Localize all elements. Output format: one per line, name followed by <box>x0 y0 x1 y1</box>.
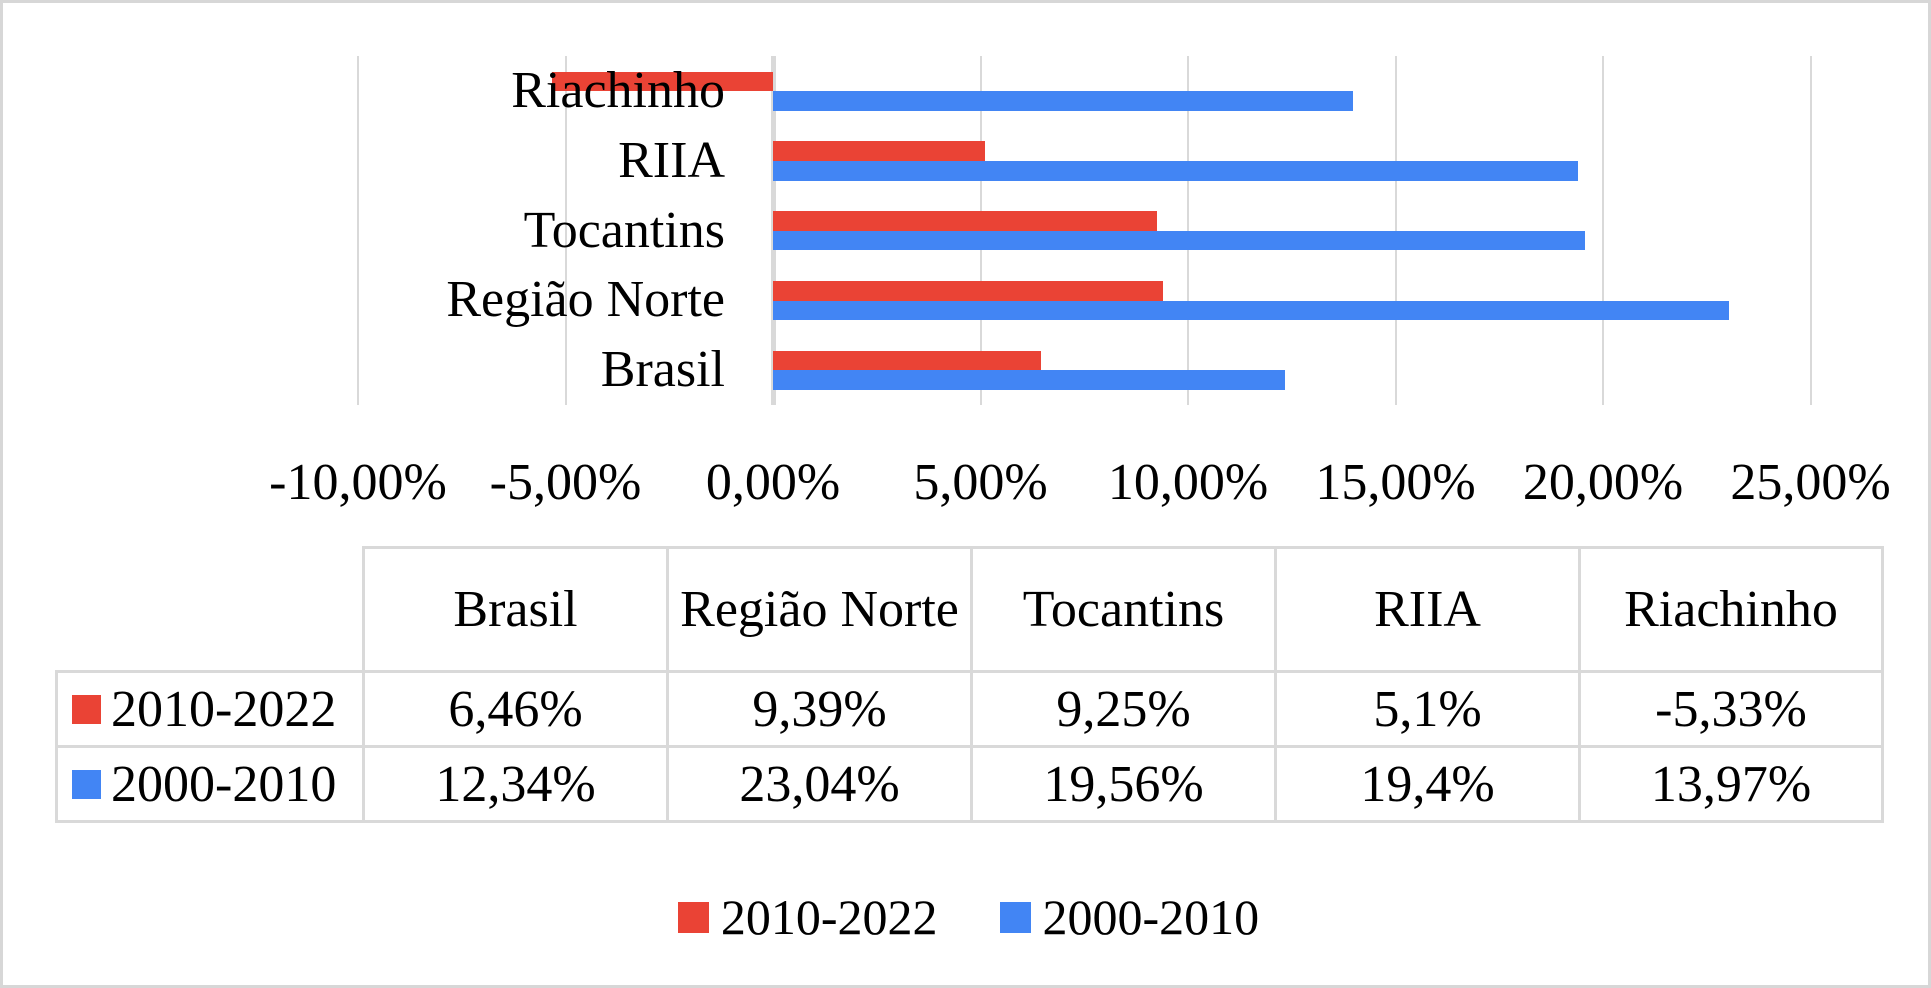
category-label-riachinho: Riachinho <box>511 62 725 119</box>
legend-swatch-2000-2010 <box>999 901 1031 933</box>
table-value-2000-2010-tocantins: 19,56% <box>970 745 1277 823</box>
table-header-riachinho: Riachinho <box>1578 546 1884 673</box>
table-corner-cell <box>57 548 364 672</box>
axis-tick-label: 10,00% <box>1107 454 1269 511</box>
legend-swatch-2010-2022 <box>677 901 709 933</box>
bar-2000-2010-riia <box>773 161 1579 181</box>
axis-tick-label: 0,00% <box>705 454 841 511</box>
table-value-2010-2022-riachinho: -5,33% <box>1578 670 1884 748</box>
gridline <box>1394 56 1397 405</box>
category-label-riia: RIIA <box>618 131 725 189</box>
table-header-regiao-norte: Região Norte <box>666 546 973 673</box>
legend-entry-2010-2022: 2010-2022 <box>677 889 938 945</box>
bar-2010-2022-riia <box>773 141 985 161</box>
gridline <box>1809 56 1812 405</box>
axis-tick-label: 5,00% <box>913 454 1048 511</box>
gridline <box>564 56 567 405</box>
table-header-tocantins: Tocantins <box>970 546 1277 673</box>
bar-2010-2022-regiao-norte <box>773 281 1163 301</box>
series-label: 2000-2010 <box>111 755 337 813</box>
table-value-2000-2010-riia: 19,4% <box>1274 745 1581 823</box>
data-table: Brasil Região Norte Tocantins RIIA Riachinho… <box>55 546 1884 823</box>
bar-2010-2022-riachinho <box>551 71 773 92</box>
axis-tick-label: -5,00% <box>489 454 642 511</box>
table-header-brasil: Brasil <box>362 546 669 673</box>
bar-2000-2010-riachinho <box>773 91 1353 111</box>
category-label-brasil: Brasil <box>600 341 725 399</box>
table-value-2010-2022-tocantins: 9,25% <box>970 670 1277 748</box>
table-value-2010-2022-regiao-norte: 9,39% <box>666 670 973 748</box>
table-row-label-2000-2010: 2000-2010 <box>55 745 365 823</box>
table-header-riia: RIIA <box>1274 546 1581 673</box>
table-value-2000-2010-riachinho: 13,97% <box>1578 745 1884 823</box>
category-label-regiao-norte: Região Norte <box>446 271 725 329</box>
table-row-2000-2010: 2000-2010 12,34% 23,04% 19,56% 19,4% 13,97% <box>55 745 1884 823</box>
legend-label: 2000-2010 <box>1042 889 1260 945</box>
chart-legend: 2010-2022 2000-2010 <box>3 889 1928 945</box>
series-label: 2010-2022 <box>111 680 337 738</box>
bar-2000-2010-tocantins <box>773 230 1585 251</box>
series-swatch-2010-2022 <box>72 694 101 724</box>
bar-2010-2022-brasil <box>773 350 1042 371</box>
gridline <box>1602 56 1604 405</box>
bar-chart: -10,00% -5,00% 0,00% 5,00% 10,00% 15,00% 20,00… <box>3 3 1928 543</box>
gridline <box>1187 56 1189 405</box>
bar-2010-2022-tocantins <box>773 211 1157 231</box>
axis-tick-label: 15,00% <box>1315 454 1476 511</box>
bar-2000-2010-brasil <box>773 370 1286 390</box>
table-value-2010-2022-brasil: 6,46% <box>362 670 669 748</box>
table-row-label-2010-2022: 2010-2022 <box>55 670 365 748</box>
category-label-tocantins: Tocantins <box>523 201 725 259</box>
legend-entry-2000-2010: 2000-2010 <box>999 889 1260 945</box>
table-row-2010-2022: 2010-2022 6,46% 9,39% 9,25% 5,1% -5,33% <box>55 670 1884 748</box>
axis-tick-label: -10,00% <box>269 454 447 511</box>
table-value-2000-2010-regiao-norte: 23,04% <box>666 745 973 823</box>
bar-2000-2010-regiao-norte <box>773 300 1730 321</box>
table-value-2000-2010-brasil: 12,34% <box>362 745 669 823</box>
series-swatch-2000-2010 <box>72 769 101 799</box>
legend-label: 2010-2022 <box>720 889 938 945</box>
gridline <box>357 56 359 405</box>
axis-tick-label: 25,00% <box>1730 454 1891 511</box>
table-value-2010-2022-riia: 5,1% <box>1274 670 1581 748</box>
axis-tick-label: 20,00% <box>1522 454 1684 511</box>
